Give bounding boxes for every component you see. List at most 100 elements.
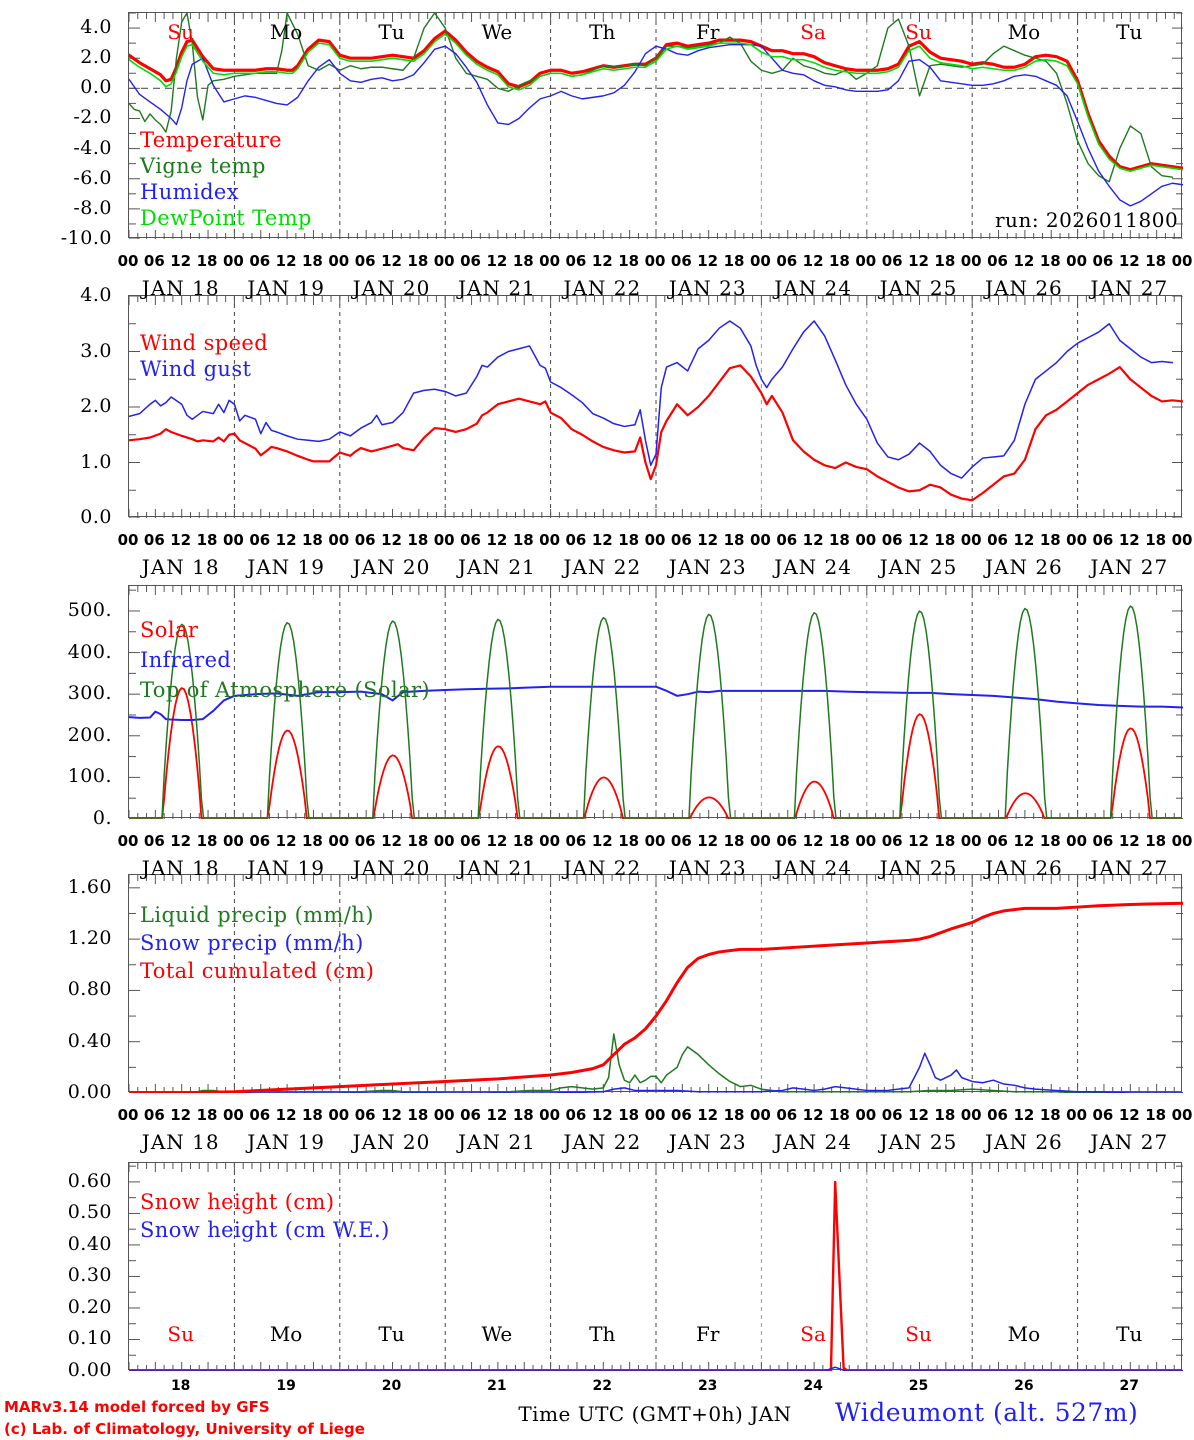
- y-tick-label-snow_height: 0.00: [67, 1359, 112, 1381]
- hour-tick-label: 00: [433, 1106, 455, 1124]
- y-tick-label-temperature: -6.0: [73, 166, 112, 189]
- plot-area-wind: [128, 295, 1183, 518]
- date-label: JAN 25: [879, 1130, 958, 1154]
- hour-tick-label: 18: [1039, 252, 1061, 270]
- hour-tick-label: 06: [1092, 531, 1114, 549]
- date-label: JAN 21: [458, 1130, 536, 1154]
- weekday-label-top: Sa: [800, 20, 826, 44]
- weekday-label-bottom: Mo: [1007, 1322, 1041, 1346]
- hour-tick-label: 06: [460, 832, 481, 850]
- hour-tick-label: 12: [381, 832, 402, 850]
- hour-tick-label: 06: [249, 1106, 271, 1124]
- legend-wind-0: Wind speed: [140, 331, 269, 355]
- y-tick-label-snow_height: 0.10: [67, 1327, 112, 1350]
- footer-model-credit: MARv3.14 model forced by GFS: [4, 1398, 270, 1416]
- day-number-label: 20: [381, 1378, 402, 1394]
- y-tick-label-precip: 0.40: [67, 1029, 112, 1052]
- hour-tick-label: 00: [644, 252, 666, 270]
- weekday-label-top: Fr: [695, 20, 720, 44]
- hour-tick-label: 18: [407, 1106, 429, 1124]
- date-label: JAN 25: [879, 276, 958, 300]
- date-label: JAN 21: [458, 856, 536, 880]
- hour-tick-label: 12: [170, 531, 192, 549]
- hour-tick-label: 00: [328, 252, 350, 270]
- hour-tick-label: 18: [407, 531, 429, 549]
- hour-tick-label: 00: [960, 832, 982, 850]
- y-tick-label-energy_fluxes: 0.: [92, 807, 112, 829]
- legend-energy_fluxes-0: Solar: [140, 618, 199, 642]
- day-number-label: 23: [697, 1378, 718, 1394]
- hour-tick-label: 06: [881, 832, 903, 850]
- hour-tick-label: 00: [644, 832, 666, 850]
- date-label: JAN 22: [563, 555, 642, 579]
- legend-temperature-2: Humidex: [140, 180, 239, 204]
- hour-tick-label: 06: [670, 832, 692, 850]
- hour-tick-label: 06: [460, 1106, 481, 1124]
- legend-temperature-3: DewPoint Temp: [140, 206, 312, 230]
- legend-wind-1: Wind gust: [140, 357, 252, 381]
- hour-tick-label: 18: [512, 252, 534, 270]
- hour-tick-label: 00: [1171, 531, 1193, 549]
- date-label: JAN 18: [141, 276, 220, 300]
- hour-tick-label: 06: [565, 832, 587, 850]
- y-tick-label-energy_fluxes: 100.: [67, 765, 112, 788]
- legend-precip-0: Liquid precip (mm/h): [140, 903, 374, 927]
- hour-tick-label: 06: [881, 531, 903, 549]
- legend-snow_height-0: Snow height (cm): [140, 1190, 335, 1214]
- hour-tick-label: 00: [855, 832, 877, 850]
- hour-tick-label: 18: [196, 1106, 218, 1124]
- date-label: JAN 24: [774, 276, 852, 300]
- date-label: JAN 25: [879, 555, 958, 579]
- y-tick-label-wind: 0.0: [80, 506, 112, 528]
- date-label: JAN 20: [352, 856, 431, 880]
- date-label: JAN 24: [774, 555, 852, 579]
- date-label: JAN 26: [985, 555, 1063, 579]
- legend-temperature-0: Temperature: [140, 128, 282, 152]
- footer-lab-credit: (c) Lab. of Climatology, University of L…: [4, 1420, 365, 1438]
- hour-tick-label: 18: [407, 252, 429, 270]
- day-number-label: 24: [803, 1378, 823, 1394]
- weekday-label-bottom: Tu: [1116, 1322, 1143, 1346]
- hour-tick-label: 00: [1066, 832, 1088, 850]
- date-label: JAN 26: [985, 276, 1063, 300]
- hour-tick-label: 00: [749, 1106, 771, 1124]
- hour-tick-label: 00: [222, 1106, 244, 1124]
- hour-tick-label: 06: [354, 531, 376, 549]
- hour-tick-label: 00: [855, 531, 877, 549]
- hour-tick-label: 00: [749, 252, 771, 270]
- y-tick-label-wind: 2.0: [80, 395, 112, 417]
- hour-tick-label: 18: [302, 252, 323, 270]
- hour-tick-label: 12: [1013, 531, 1035, 549]
- weekday-label-top: Mo: [1007, 20, 1041, 44]
- run-label: run: 2026011800: [995, 208, 1179, 232]
- hour-tick-label: 12: [697, 832, 719, 850]
- hour-tick-label: 12: [908, 252, 929, 270]
- date-label: JAN 19: [247, 856, 325, 880]
- date-label: JAN 26: [985, 1130, 1063, 1154]
- hour-tick-label: 06: [987, 531, 1008, 549]
- hour-tick-label: 06: [987, 252, 1008, 270]
- hour-tick-label: 18: [723, 1106, 745, 1124]
- date-label: JAN 26: [985, 856, 1063, 880]
- hour-tick-label: 12: [591, 531, 613, 549]
- date-label: JAN 23: [668, 1130, 747, 1154]
- hour-tick-label: 06: [881, 252, 903, 270]
- date-label: JAN 22: [563, 1130, 642, 1154]
- y-tick-label-wind: 3.0: [80, 339, 112, 362]
- hour-tick-label: 06: [460, 531, 481, 549]
- hour-tick-label: 18: [302, 832, 323, 850]
- hour-tick-label: 00: [433, 252, 455, 270]
- hour-tick-label: 12: [486, 252, 508, 270]
- y-tick-label-precip: 1.60: [67, 875, 112, 898]
- hour-tick-label: 06: [670, 531, 692, 549]
- hour-tick-label: 00: [539, 252, 561, 270]
- hour-tick-label: 12: [1013, 1106, 1035, 1124]
- hour-tick-label: 12: [275, 531, 297, 549]
- hour-tick-label: 00: [1171, 832, 1193, 850]
- plot-area-energy_fluxes: [128, 585, 1183, 819]
- hour-tick-label: 12: [486, 1106, 508, 1124]
- hour-tick-label: 12: [1118, 832, 1140, 850]
- plot-area-precip: [128, 874, 1183, 1093]
- hour-tick-label: 06: [776, 531, 798, 549]
- hour-tick-label: 06: [987, 832, 1008, 850]
